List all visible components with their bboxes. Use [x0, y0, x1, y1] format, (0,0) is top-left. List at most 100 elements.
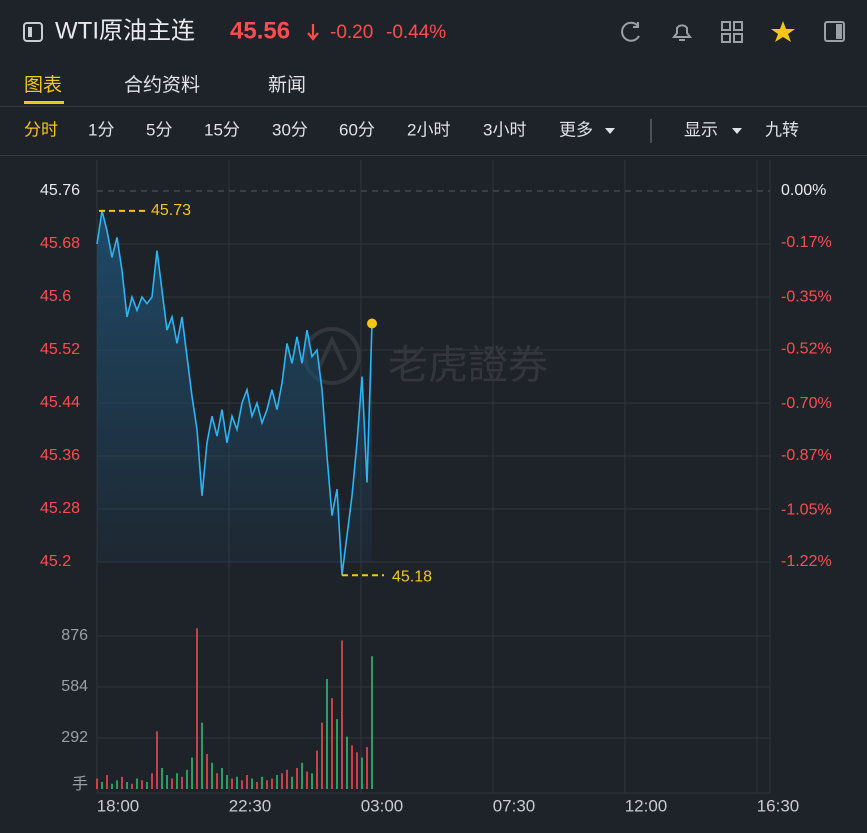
volume-bar — [241, 780, 243, 789]
y2-tick-label: -1.22% — [781, 553, 832, 570]
volume-bar — [221, 768, 223, 789]
volume-bar — [171, 778, 173, 789]
volume-bar — [191, 757, 193, 789]
interval-button[interactable]: 3小时 — [483, 120, 526, 139]
min-label: 45.18 — [392, 568, 432, 585]
volume-bar — [146, 782, 148, 789]
volume-bar — [346, 736, 348, 789]
y2-tick-label: -0.17% — [781, 234, 832, 251]
y-tick-label: 45.68 — [40, 235, 80, 252]
volume-bar — [321, 722, 323, 789]
refresh-icon[interactable] — [621, 21, 640, 42]
volume-bar — [366, 747, 368, 789]
favorite-star[interactable] — [771, 21, 795, 42]
price-area — [97, 210, 372, 576]
price-change: -0.20 — [330, 22, 373, 43]
volume-bar — [136, 778, 138, 789]
volume-bar — [131, 783, 133, 789]
volume-bar — [281, 773, 283, 789]
volume-bar — [206, 754, 208, 789]
indicator-button[interactable]: 九转 — [765, 120, 799, 139]
volume-tick-label: 584 — [61, 678, 88, 695]
interval-button[interactable]: 2小时 — [407, 120, 450, 139]
volume-bar — [261, 776, 263, 789]
volume-bar — [141, 780, 143, 789]
volume-bar — [356, 752, 358, 789]
x-tick-label: 12:00 — [625, 796, 668, 815]
interval-button[interactable]: 分时 — [24, 120, 58, 139]
y-tick-label: 45.76 — [40, 182, 80, 199]
volume-bar — [306, 771, 308, 789]
menu-icon-bar — [28, 27, 32, 37]
dropdown-caret — [732, 128, 742, 134]
volume-bar — [271, 778, 273, 789]
volume-bar — [156, 731, 158, 789]
volume-tick-label: 876 — [61, 627, 88, 644]
layout-icon[interactable] — [721, 21, 743, 43]
tab-underline — [24, 101, 64, 104]
x-tick-label: 16:30 — [757, 796, 800, 815]
volume-bar — [111, 783, 113, 789]
tab[interactable]: 图表 — [24, 74, 62, 96]
y-tick-label: 45.28 — [40, 500, 80, 517]
volume-bar — [276, 775, 278, 789]
volume-bar — [201, 722, 203, 789]
menu[interactable]: 显示 — [684, 120, 718, 139]
x-tick-label: 03:00 — [361, 796, 404, 815]
y-tick-label: 45.6 — [40, 288, 71, 305]
volume-bar — [311, 773, 313, 789]
price-change-percent: -0.44% — [386, 22, 446, 43]
down-arrow — [307, 24, 319, 41]
volume-bar — [326, 678, 328, 789]
volume-bar — [266, 780, 268, 789]
y2-tick-label: -0.35% — [781, 289, 832, 306]
volume-bar — [316, 750, 318, 789]
volume-bar — [226, 775, 228, 789]
volume-bar — [336, 719, 338, 789]
volume-bar — [231, 778, 233, 789]
menu[interactable]: 更多 — [559, 120, 593, 139]
volume-bar — [151, 773, 153, 789]
y2-tick-label: -0.52% — [781, 340, 832, 357]
volume-bar — [211, 762, 213, 789]
volume-bar — [331, 698, 333, 789]
interval-button[interactable]: 30分 — [272, 120, 308, 139]
volume-bar — [341, 640, 343, 789]
y-tick-label: 45.36 — [40, 447, 80, 464]
bell-icon[interactable] — [672, 24, 692, 41]
volume-bar — [196, 628, 198, 789]
price-line — [96, 210, 373, 576]
tab[interactable]: 合约资料 — [124, 74, 200, 96]
volume-bar — [166, 775, 168, 789]
volume-bar — [216, 773, 218, 789]
y-tick-label: 45.52 — [40, 341, 80, 358]
menu-icon[interactable] — [23, 22, 43, 42]
volume-bar — [296, 768, 298, 789]
y2-tick-label: -0.87% — [781, 447, 832, 464]
volume-bar — [161, 768, 163, 789]
volume-bar — [126, 782, 128, 789]
interval-button[interactable]: 15分 — [204, 120, 240, 139]
y2-tick-label: -1.05% — [781, 502, 832, 519]
interval-button[interactable]: 5分 — [146, 120, 172, 139]
interval-button[interactable]: 1分 — [88, 120, 114, 139]
volume-bar — [96, 778, 98, 789]
volume-bar — [116, 780, 118, 789]
dropdown-caret — [605, 128, 615, 134]
panel-icon[interactable] — [824, 21, 845, 42]
volume-bar — [351, 745, 353, 789]
tab[interactable]: 新闻 — [268, 74, 306, 96]
volume-bar — [186, 769, 188, 789]
y-tick-label: 45.44 — [40, 394, 80, 411]
x-tick-label: 07:30 — [493, 796, 536, 815]
volume-tick-label: 292 — [61, 729, 88, 746]
interval-button[interactable]: 60分 — [339, 120, 375, 139]
y-tick-label: 45.2 — [40, 553, 71, 570]
last-price-dot — [367, 318, 377, 329]
divider — [0, 155, 867, 156]
panel-icon-bar — [836, 24, 842, 39]
volume-bar — [246, 775, 248, 789]
divider — [0, 106, 867, 107]
y2-tick-label: -0.70% — [781, 395, 832, 412]
